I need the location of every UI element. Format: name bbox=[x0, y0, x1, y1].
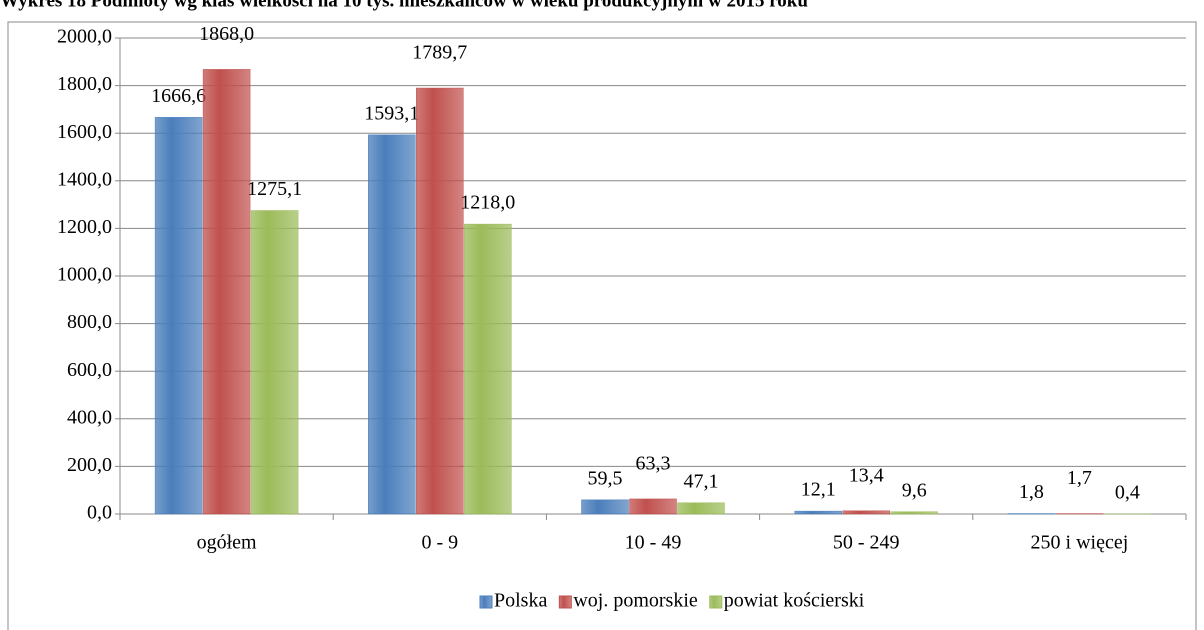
y-tick-label: 2000,0 bbox=[57, 26, 112, 48]
bar bbox=[368, 134, 416, 515]
y-tick-label: 200,0 bbox=[67, 454, 112, 476]
value-label: 1,8 bbox=[1019, 481, 1044, 503]
bar bbox=[416, 87, 464, 515]
legend-label: woj. pomorskie bbox=[573, 590, 698, 612]
value-label: 59,5 bbox=[588, 467, 623, 489]
value-label: 63,3 bbox=[636, 453, 671, 475]
y-tick-label: 0,0 bbox=[87, 502, 112, 524]
x-tick-label: 50 - 249 bbox=[833, 532, 900, 554]
bar bbox=[629, 498, 677, 515]
y-tick-label: 1800,0 bbox=[57, 73, 112, 95]
value-label: 13,4 bbox=[849, 464, 884, 486]
legend-label: Polska bbox=[494, 590, 547, 612]
y-tick-label: 600,0 bbox=[67, 359, 112, 381]
bar bbox=[202, 69, 251, 515]
value-label: 1275,1 bbox=[247, 178, 302, 200]
y-tick-label: 1200,0 bbox=[57, 216, 112, 238]
x-tick-label: 250 i więcej bbox=[1031, 532, 1129, 554]
legend-label: powiat kościerski bbox=[724, 590, 865, 612]
value-label: 1218,0 bbox=[460, 192, 515, 214]
value-label: 1593,1 bbox=[364, 102, 419, 124]
bar bbox=[842, 510, 890, 515]
value-label: 0,4 bbox=[1115, 481, 1140, 503]
y-tick-label: 1400,0 bbox=[57, 168, 112, 190]
bar bbox=[464, 223, 512, 515]
x-tick-label: 10 - 49 bbox=[625, 532, 682, 554]
value-label: 1666,6 bbox=[151, 85, 206, 107]
value-label: 1789,7 bbox=[412, 42, 467, 64]
bar bbox=[581, 499, 629, 515]
chart-title: Wykres 18 Podmioty wg klas wielkości na … bbox=[0, 0, 808, 11]
value-label: 1,7 bbox=[1067, 467, 1092, 489]
legend-swatch bbox=[709, 595, 723, 609]
y-tick-label: 400,0 bbox=[67, 406, 112, 428]
value-label: 1868,0 bbox=[199, 23, 254, 45]
legend-swatch bbox=[479, 595, 493, 609]
y-tick-label: 800,0 bbox=[67, 311, 112, 333]
value-label: 12,1 bbox=[801, 479, 836, 501]
value-label: 47,1 bbox=[684, 470, 719, 492]
x-tick-label: 0 - 9 bbox=[421, 532, 458, 554]
bar bbox=[154, 117, 203, 515]
value-label: 9,6 bbox=[902, 479, 927, 501]
legend-swatch bbox=[558, 595, 572, 609]
y-tick-label: 1600,0 bbox=[57, 121, 112, 143]
bar bbox=[677, 502, 725, 515]
y-tick-label: 1000,0 bbox=[57, 264, 112, 286]
bar bbox=[794, 510, 842, 515]
bar bbox=[890, 511, 938, 515]
bar bbox=[250, 210, 299, 515]
x-tick-label: ogółem bbox=[197, 532, 257, 554]
